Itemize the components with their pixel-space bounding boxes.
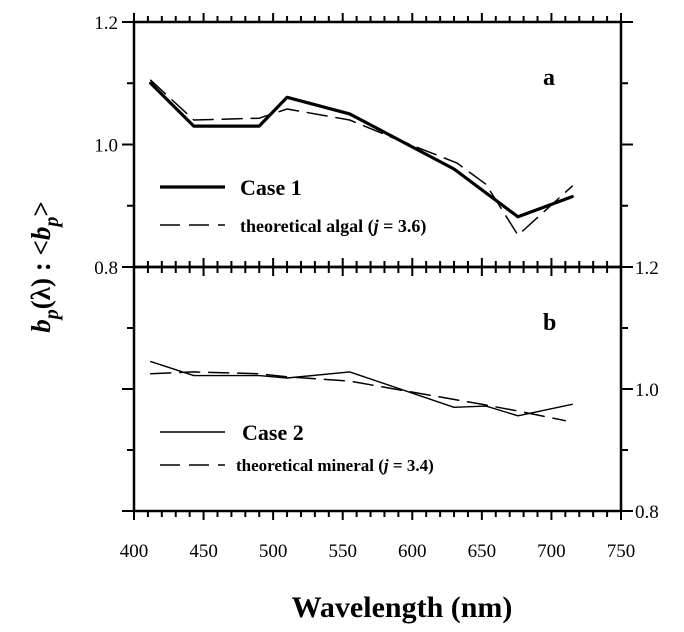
series-line-panel-a-1 <box>149 81 574 219</box>
legend-panel-b: Case 2 theoretical mineral (j = 3.4) <box>160 420 434 475</box>
y-tick-label: 1.2 <box>635 258 659 279</box>
x-tick-label: 650 <box>468 541 497 562</box>
series-line-panel-b-2 <box>149 371 567 422</box>
legend-label-theoretical-mineral: theoretical mineral (j = 3.4) <box>236 456 434 475</box>
x-tick-label: 600 <box>398 541 427 562</box>
legend-label-case-2: Case 2 <box>242 420 304 445</box>
x-tick-label: 450 <box>189 541 218 562</box>
legend-panel-a: Case 1 theoretical algal (j = 3.6) <box>160 175 426 237</box>
axis-ticks <box>122 13 633 520</box>
series-layer <box>149 79 574 422</box>
x-tick-label: 550 <box>328 541 357 562</box>
y-tick-label: 0.8 <box>635 502 659 523</box>
series-line-panel-a-2 <box>149 79 574 236</box>
y-tick-label: 1.0 <box>635 380 659 401</box>
legend-label-theoretical-algal: theoretical algal (j = 3.6) <box>240 216 426 237</box>
x-tick-label: 700 <box>537 541 566 562</box>
legend-label-case-1: Case 1 <box>240 175 302 200</box>
tick-labels: 400 450 500 550 600 650 700 750 0.8 1.0 1.2 0.8 1.0 1… <box>94 13 659 562</box>
series-line-panel-b-1 <box>149 360 573 417</box>
panel-a-letter: a <box>543 65 555 91</box>
x-tick-label: 750 <box>607 541 636 562</box>
y-tick-label: 0.8 <box>94 258 118 279</box>
panel-b-letter: b <box>543 310 556 336</box>
x-tick-label: 500 <box>259 541 288 562</box>
x-axis-title: Wavelength (nm) <box>292 591 513 624</box>
y-axis-title: bp(λ) : <bp> <box>26 201 63 333</box>
y-tick-label: 1.0 <box>94 136 118 157</box>
y-tick-label: 1.2 <box>94 13 118 34</box>
x-tick-label: 400 <box>120 541 149 562</box>
